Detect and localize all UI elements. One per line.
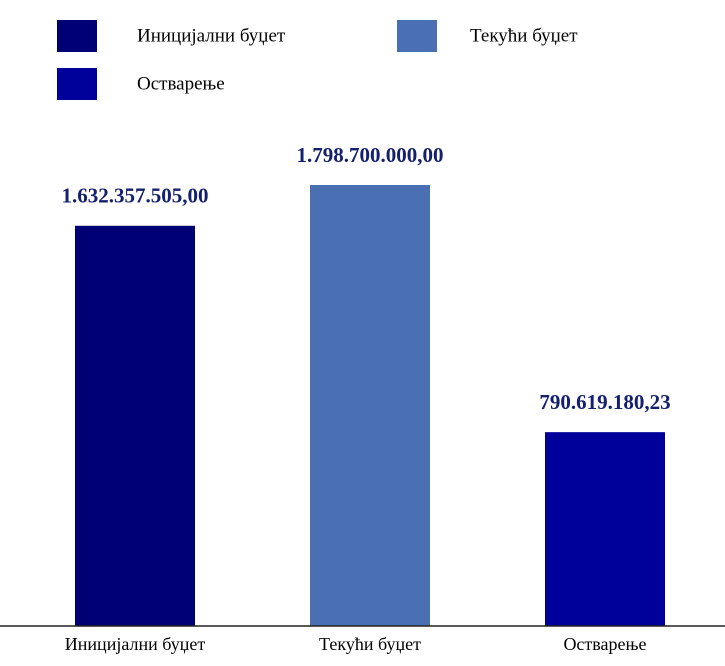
x-tick-label: Иницијални буџет (65, 634, 206, 654)
legend-swatch (57, 20, 97, 52)
legend-swatch (397, 20, 437, 52)
legend-label: Иницијални буџет (137, 25, 286, 46)
bar (310, 185, 430, 626)
x-tick-label: Остварење (563, 634, 646, 654)
value-label: 790.619.180,23 (539, 390, 670, 414)
legend-label: Остварење (137, 73, 225, 94)
bar (545, 432, 665, 626)
value-label: 1.798.700.000,00 (297, 143, 444, 167)
bar (75, 225, 195, 626)
legend-swatch (57, 68, 97, 100)
legend-label: Текући буџет (470, 25, 578, 46)
x-tick-label: Текући буџет (319, 634, 421, 654)
value-label: 1.632.357.505,00 (62, 184, 209, 208)
